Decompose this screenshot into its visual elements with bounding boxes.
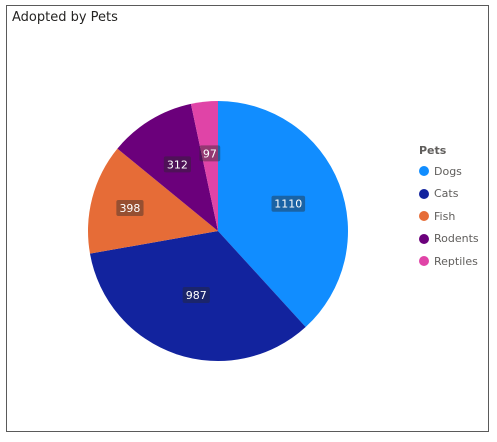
pie-slice-reptiles[interactable] [190, 101, 218, 231]
legend-marker-dogs [419, 166, 429, 177]
data-label-rodents: 312 [163, 156, 192, 173]
legend-marker-cats [419, 188, 429, 199]
legend-label-fish: Fish [434, 209, 456, 223]
data-label-cats: 987 [182, 287, 210, 304]
legend-title: Pets [419, 144, 447, 157]
data-label-dogs: 1110 [271, 195, 306, 212]
chart-title: Adopted by Pets [12, 10, 118, 25]
data-label-fish: 398 [116, 200, 144, 217]
legend-marker-rodents [419, 233, 429, 244]
legend-label-reptiles: Reptiles [434, 254, 478, 268]
pie-slice-dogs[interactable] [218, 101, 348, 328]
chart-legend: Pets Dogs Cats Fish Rodents Reptiles [419, 142, 493, 273]
legend-item-dogs[interactable]: Dogs [419, 160, 493, 183]
pie-slice-rodents[interactable] [117, 103, 218, 231]
legend-label-dogs: Dogs [434, 164, 462, 178]
pie-slice-fish[interactable] [87, 148, 218, 254]
legend-item-rodents[interactable]: Rodents [419, 228, 493, 251]
legend-marker-fish [419, 211, 429, 222]
legend-label-rodents: Rodents [434, 232, 479, 246]
legend-marker-reptiles [419, 256, 429, 267]
data-label-reptiles: 97 [199, 145, 221, 162]
pie-slice-cats[interactable] [89, 231, 306, 362]
legend-item-reptiles[interactable]: Reptiles [419, 250, 493, 273]
legend-item-fish[interactable]: Fish [419, 205, 493, 228]
legend-label-cats: Cats [434, 187, 459, 201]
svg-text:97: 97 [203, 147, 217, 160]
legend-item-cats[interactable]: Cats [419, 183, 493, 206]
svg-text:398: 398 [119, 202, 140, 215]
svg-text:987: 987 [186, 289, 207, 302]
svg-text:312: 312 [167, 158, 188, 171]
svg-text:1110: 1110 [274, 198, 302, 211]
